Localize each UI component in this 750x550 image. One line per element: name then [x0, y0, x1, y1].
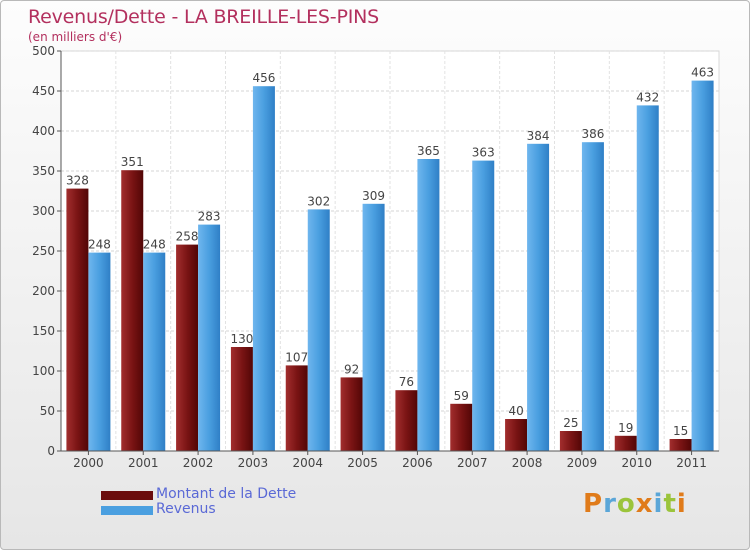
data-label-dette: 130 [230, 332, 253, 346]
data-label-dette: 40 [508, 404, 523, 418]
chart-title: Revenus/Dette - LA BREILLE-LES-PINS [28, 6, 379, 28]
data-label-revenus: 463 [691, 66, 714, 80]
y-tick-label: 50 [40, 404, 55, 418]
grid-layer [60, 50, 720, 452]
y-tick-label: 200 [32, 284, 55, 298]
y-tick-label: 250 [32, 244, 55, 258]
x-tick-label: 2008 [512, 456, 543, 470]
data-label-dette: 107 [285, 350, 308, 364]
bar-dette [669, 439, 692, 451]
bar-revenus [581, 142, 604, 451]
legend-label-revenus: Revenus [156, 501, 216, 517]
data-label-revenus: 386 [581, 127, 604, 141]
legend-swatch-dette [101, 491, 153, 500]
y-tick-label: 400 [32, 124, 55, 138]
data-label-revenus: 283 [198, 210, 221, 224]
data-label-dette: 76 [399, 375, 414, 389]
data-label-dette: 258 [176, 230, 199, 244]
bar-revenus [417, 159, 440, 451]
bar-dette [450, 403, 473, 451]
x-tick-label: 2002 [183, 456, 214, 470]
data-label-revenus: 456 [252, 71, 275, 85]
data-label-dette: 59 [454, 389, 469, 403]
data-label-dette: 19 [618, 421, 633, 435]
x-tick-label: 2009 [567, 456, 598, 470]
data-label-dette: 25 [563, 416, 578, 430]
legend-label-dette: Montant de la Dette [156, 486, 297, 502]
bar-revenus [472, 160, 495, 451]
y-tick-label: 500 [32, 44, 55, 58]
data-label-revenus: 248 [88, 238, 111, 252]
bar-dette [505, 419, 528, 451]
data-label-dette: 328 [66, 174, 89, 188]
x-tick-label: 2003 [238, 456, 269, 470]
y-tick-label: 100 [32, 364, 55, 378]
y-tick-label: 0 [47, 444, 55, 458]
bar-dette [340, 377, 363, 451]
data-label-revenus: 384 [527, 129, 550, 143]
data-label-revenus: 363 [472, 146, 495, 160]
data-label-dette: 351 [121, 155, 144, 169]
bar-revenus [527, 143, 550, 452]
data-label-revenus: 309 [362, 189, 385, 203]
bar-dette [121, 170, 144, 451]
bar-revenus [636, 105, 659, 452]
data-label-revenus: 248 [143, 238, 166, 252]
bar-revenus [88, 252, 111, 451]
data-label-dette: 15 [673, 424, 688, 438]
x-tick-label: 2005 [347, 456, 378, 470]
y-tick-label: 150 [32, 324, 55, 338]
bar-revenus [198, 224, 221, 451]
axis-layer: 0 50 100 150 200 250 300 350 400 450 500 2000 2001 20… [32, 44, 719, 470]
bar-dette [230, 347, 253, 451]
y-tick-label: 300 [32, 204, 55, 218]
bar-revenus [143, 252, 166, 451]
x-tick-label: 2001 [128, 456, 159, 470]
y-tick-label: 350 [32, 164, 55, 178]
bar-revenus [691, 80, 714, 451]
x-tick-label: 2006 [402, 456, 433, 470]
data-label-revenus: 432 [636, 90, 659, 104]
bar-revenus [252, 86, 275, 451]
legend-swatch-revenus [101, 506, 153, 515]
chart-subtitle: (en milliers d'€) [28, 30, 123, 44]
bar-dette [559, 431, 582, 451]
y-tick-label: 450 [32, 84, 55, 98]
bar-revenus [307, 209, 330, 451]
data-label-revenus: 365 [417, 144, 440, 158]
bar-revenus [362, 203, 385, 451]
bar-dette [176, 244, 199, 451]
proxiti-logo: Proxiti [583, 489, 687, 519]
x-tick-label: 2004 [292, 456, 323, 470]
bars-layer: 328 248 351 248 258 283 130 456 107 302 92 309 76 365… [66, 66, 714, 452]
bar-dette [66, 188, 89, 451]
x-tick-label: 2010 [621, 456, 652, 470]
x-tick-label: 2000 [73, 456, 104, 470]
bar-dette [614, 435, 637, 451]
x-tick-label: 2011 [676, 456, 707, 470]
bar-dette [395, 390, 418, 451]
x-tick-label: 2007 [457, 456, 488, 470]
bar-dette [285, 365, 308, 451]
data-label-dette: 92 [344, 362, 359, 376]
data-label-revenus: 302 [307, 194, 330, 208]
